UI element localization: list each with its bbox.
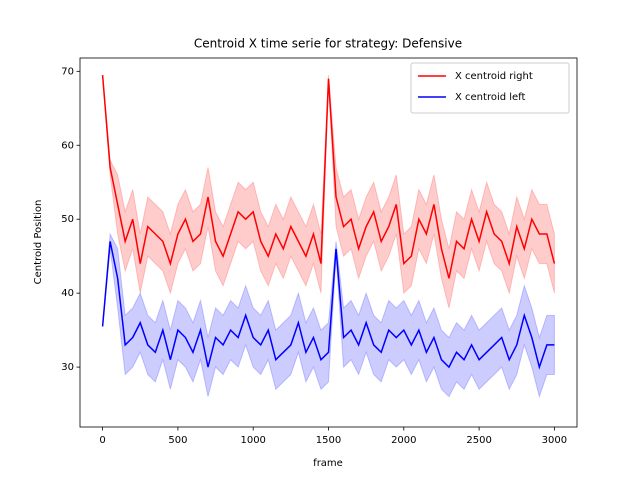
y-tick-label: 70 [61, 66, 74, 77]
data-line [101, 241, 555, 370]
x-tick-label: 0 [99, 435, 105, 446]
legend-box [410, 62, 570, 114]
y-tick-label: 60 [61, 140, 74, 151]
legend-label: X centroid left [455, 92, 526, 103]
x-tick-label: 2000 [391, 435, 416, 446]
x-tick-label: 1500 [316, 435, 341, 446]
x-tick-label: 3000 [542, 435, 567, 446]
x-tick-label: 2500 [466, 435, 491, 446]
chart-title: Centroid X time serie for strategy: Defe… [194, 37, 462, 51]
y-tick-label: 40 [61, 288, 74, 299]
y-axis-label: Centroid Position [33, 200, 44, 285]
y-tick-label: 50 [61, 214, 74, 225]
y-tick-label: 30 [61, 362, 74, 373]
x-tick-label: 1000 [240, 435, 265, 446]
x-tick-label: 500 [168, 435, 187, 446]
x-axis-label: frame [313, 458, 343, 469]
data-line [101, 74, 556, 279]
legend-label: X centroid right [455, 71, 533, 82]
